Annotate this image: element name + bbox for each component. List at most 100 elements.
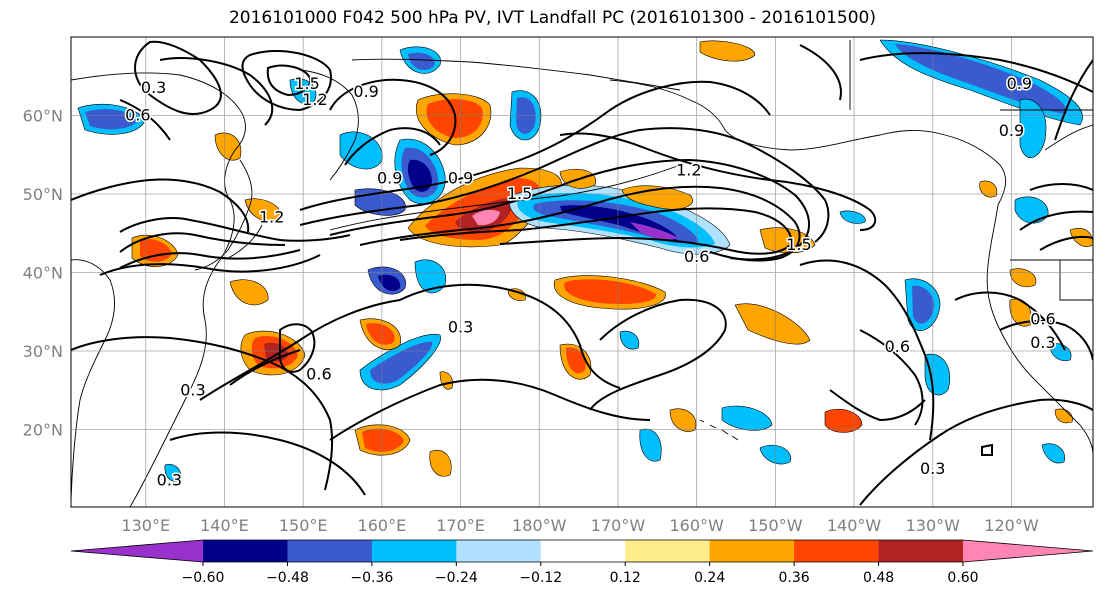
contour-label: 0.6 (684, 247, 709, 266)
japan-coastline (227, 224, 263, 259)
longitude-label: 170°E (436, 516, 485, 535)
aleutian-islands (329, 164, 681, 231)
pv-negative-anomaly (408, 52, 435, 70)
colorbar-tick-label: 0.24 (694, 570, 725, 586)
contour-label: 0.3 (920, 459, 945, 478)
ivt-contour-line (299, 80, 771, 211)
ivt-contour-line (134, 40, 222, 115)
ivt-contour-line (344, 127, 441, 166)
pv-positive-anomaly (214, 132, 242, 161)
north-america-coastline (1044, 124, 1093, 151)
longitude-label: 140°W (827, 516, 882, 535)
pv-shading (77, 39, 1093, 482)
colorbar-bin (203, 540, 288, 562)
ivt-contour-line (159, 57, 274, 126)
contour-label: 0.9 (448, 168, 473, 187)
pv-negative-anomaly (85, 109, 138, 130)
contour-label: 1.2 (676, 160, 701, 179)
ivt-contour-line (99, 254, 321, 276)
siberia-coastline (351, 58, 681, 91)
ivt-contour-line (1039, 235, 1093, 251)
ivt-contour-line (119, 99, 171, 141)
ivt-contour-line (799, 259, 935, 441)
pv-positive-anomaly (507, 288, 526, 301)
map-title: 2016101000 F042 500 hPa PV, IVT Landfall… (228, 8, 876, 28)
contour-label: 0.6 (1030, 310, 1055, 329)
colorbar-tick-label: −0.48 (266, 570, 309, 586)
ivt-contour-line (1019, 210, 1093, 231)
pv-negative-anomaly (407, 159, 432, 192)
colorbar-bin (287, 540, 373, 562)
longitude-label: 130°W (906, 516, 961, 535)
ivt-contour-line (559, 132, 877, 231)
colorbar-tick-label: −0.60 (182, 570, 225, 586)
pv-negative-anomaly (619, 330, 640, 350)
colorbar-bin (456, 540, 542, 562)
latitude-label: 30°N (23, 342, 63, 361)
contour-label: 0.3 (141, 78, 166, 97)
contour-label: 0.6 (125, 106, 150, 125)
coastlines (71, 40, 1093, 507)
latitude-label: 60°N (23, 107, 63, 126)
contour-label: 0.6 (885, 337, 910, 356)
contour-label: 0.3 (448, 317, 473, 336)
pv-positive-anomaly (244, 198, 281, 222)
colorbar-bin (371, 540, 457, 562)
colorbar-tick-label: 0.36 (779, 570, 810, 586)
pv-positive-anomaly (362, 428, 404, 452)
ivt-contour-line (241, 49, 332, 112)
japan-coastline (194, 159, 253, 271)
asia-coastline (71, 72, 246, 507)
ivt-contour-line (859, 329, 924, 426)
kamchatka-coastline (299, 69, 359, 181)
longitude-label: 120°W (984, 516, 1039, 535)
ivt-contour-line (859, 52, 1093, 93)
colorbar-tick-label: 0.48 (863, 570, 894, 586)
ivt-contours (71, 40, 1093, 506)
ivt-contour-line (169, 431, 366, 496)
ivt-contour-line (329, 378, 651, 441)
ivt-contour-line (799, 44, 842, 101)
pv-positive-anomaly (140, 238, 172, 262)
contour-label: 0.9 (353, 82, 378, 101)
contour-label: 0.3 (1030, 333, 1055, 352)
ivt-contour-line (71, 178, 250, 233)
ivt-contour-line (119, 249, 301, 269)
longitude-labels: 130°E 140°E 150°E 160°E 170°E 180°W 170°W 160°W… (121, 516, 1038, 535)
contour-labels: 0.30.61.51.2 0.90.9 0.91.51.21.21.50.60.30… (124, 73, 1058, 491)
longitude-label: 180°W (512, 516, 567, 535)
ivt-contour-line (229, 349, 301, 386)
pv-negative-anomaly (1019, 98, 1047, 158)
ivt-contour-line (399, 207, 792, 255)
pv-positive-anomaly (824, 408, 863, 433)
ivt-contour-line (589, 298, 727, 411)
pv-positive-anomaly (699, 40, 756, 62)
contour-label: 0.9 (999, 121, 1024, 140)
pv-negative-anomaly (639, 428, 662, 462)
colorbar-tick-label: 0.12 (610, 570, 641, 586)
contour-label: 0.9 (377, 168, 402, 187)
ivt-contour-line (329, 158, 810, 261)
colorbar-tick-label: −0.12 (519, 570, 562, 586)
pv-negative-anomaly (721, 405, 773, 431)
longitude-label: 160°W (669, 516, 724, 535)
pv-negative-anomaly (164, 464, 181, 482)
ivt-contour-line (829, 389, 926, 422)
north-america-coastline (986, 204, 1093, 456)
contour-label: 0.3 (180, 380, 205, 399)
contour-label: 1.5 (786, 235, 811, 254)
alaska-coastline (609, 79, 1007, 206)
pv-positive-anomaly (734, 303, 811, 345)
pv-negative-anomaly (1041, 443, 1066, 464)
pv-negative-anomaly (912, 285, 934, 324)
colorbar-bin (540, 540, 626, 562)
ivt-contour-line (1054, 59, 1093, 141)
ivt-contour-line (981, 443, 993, 456)
ivt-contour-line (999, 319, 1093, 361)
ivt-contour-line (359, 185, 801, 262)
latitude-label: 20°N (23, 421, 63, 440)
pv-positive-anomaly (1009, 268, 1037, 288)
pv-negative-anomaly (630, 222, 678, 240)
colorbar-tick-label: −0.36 (350, 570, 393, 586)
